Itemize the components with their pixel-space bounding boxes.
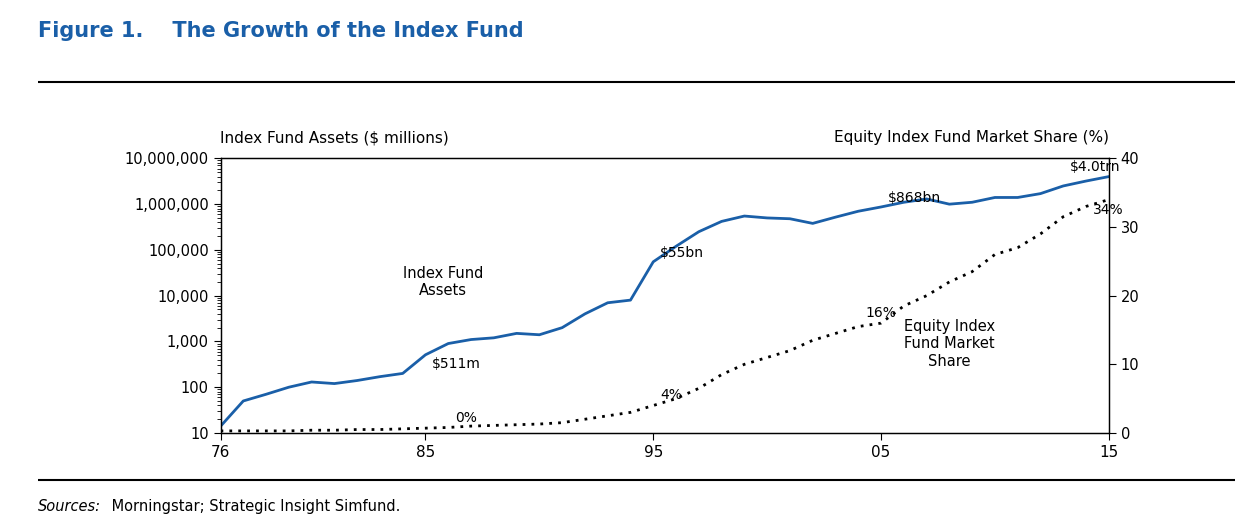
Text: Figure 1.    The Growth of the Index Fund: Figure 1. The Growth of the Index Fund [38,21,523,41]
Text: $55bn: $55bn [660,246,704,260]
Text: 34%: 34% [1092,203,1124,217]
Text: Equity Index Fund Market Share (%): Equity Index Fund Market Share (%) [834,130,1109,145]
Text: Index Fund Assets ($ millions): Index Fund Assets ($ millions) [220,130,450,145]
Text: Morningstar; Strategic Insight Simfund.: Morningstar; Strategic Insight Simfund. [107,499,401,514]
Text: 4%: 4% [660,388,682,402]
Text: Equity Index
Fund Market
Share: Equity Index Fund Market Share [903,319,995,369]
Text: $511m: $511m [432,357,481,371]
Text: $4.0trn: $4.0trn [1070,161,1120,174]
Text: $868bn: $868bn [888,191,941,205]
Text: Index Fund
Assets: Index Fund Assets [403,266,483,298]
Text: Sources:: Sources: [38,499,101,514]
Text: 16%: 16% [866,306,896,319]
Text: 0%: 0% [455,411,478,426]
